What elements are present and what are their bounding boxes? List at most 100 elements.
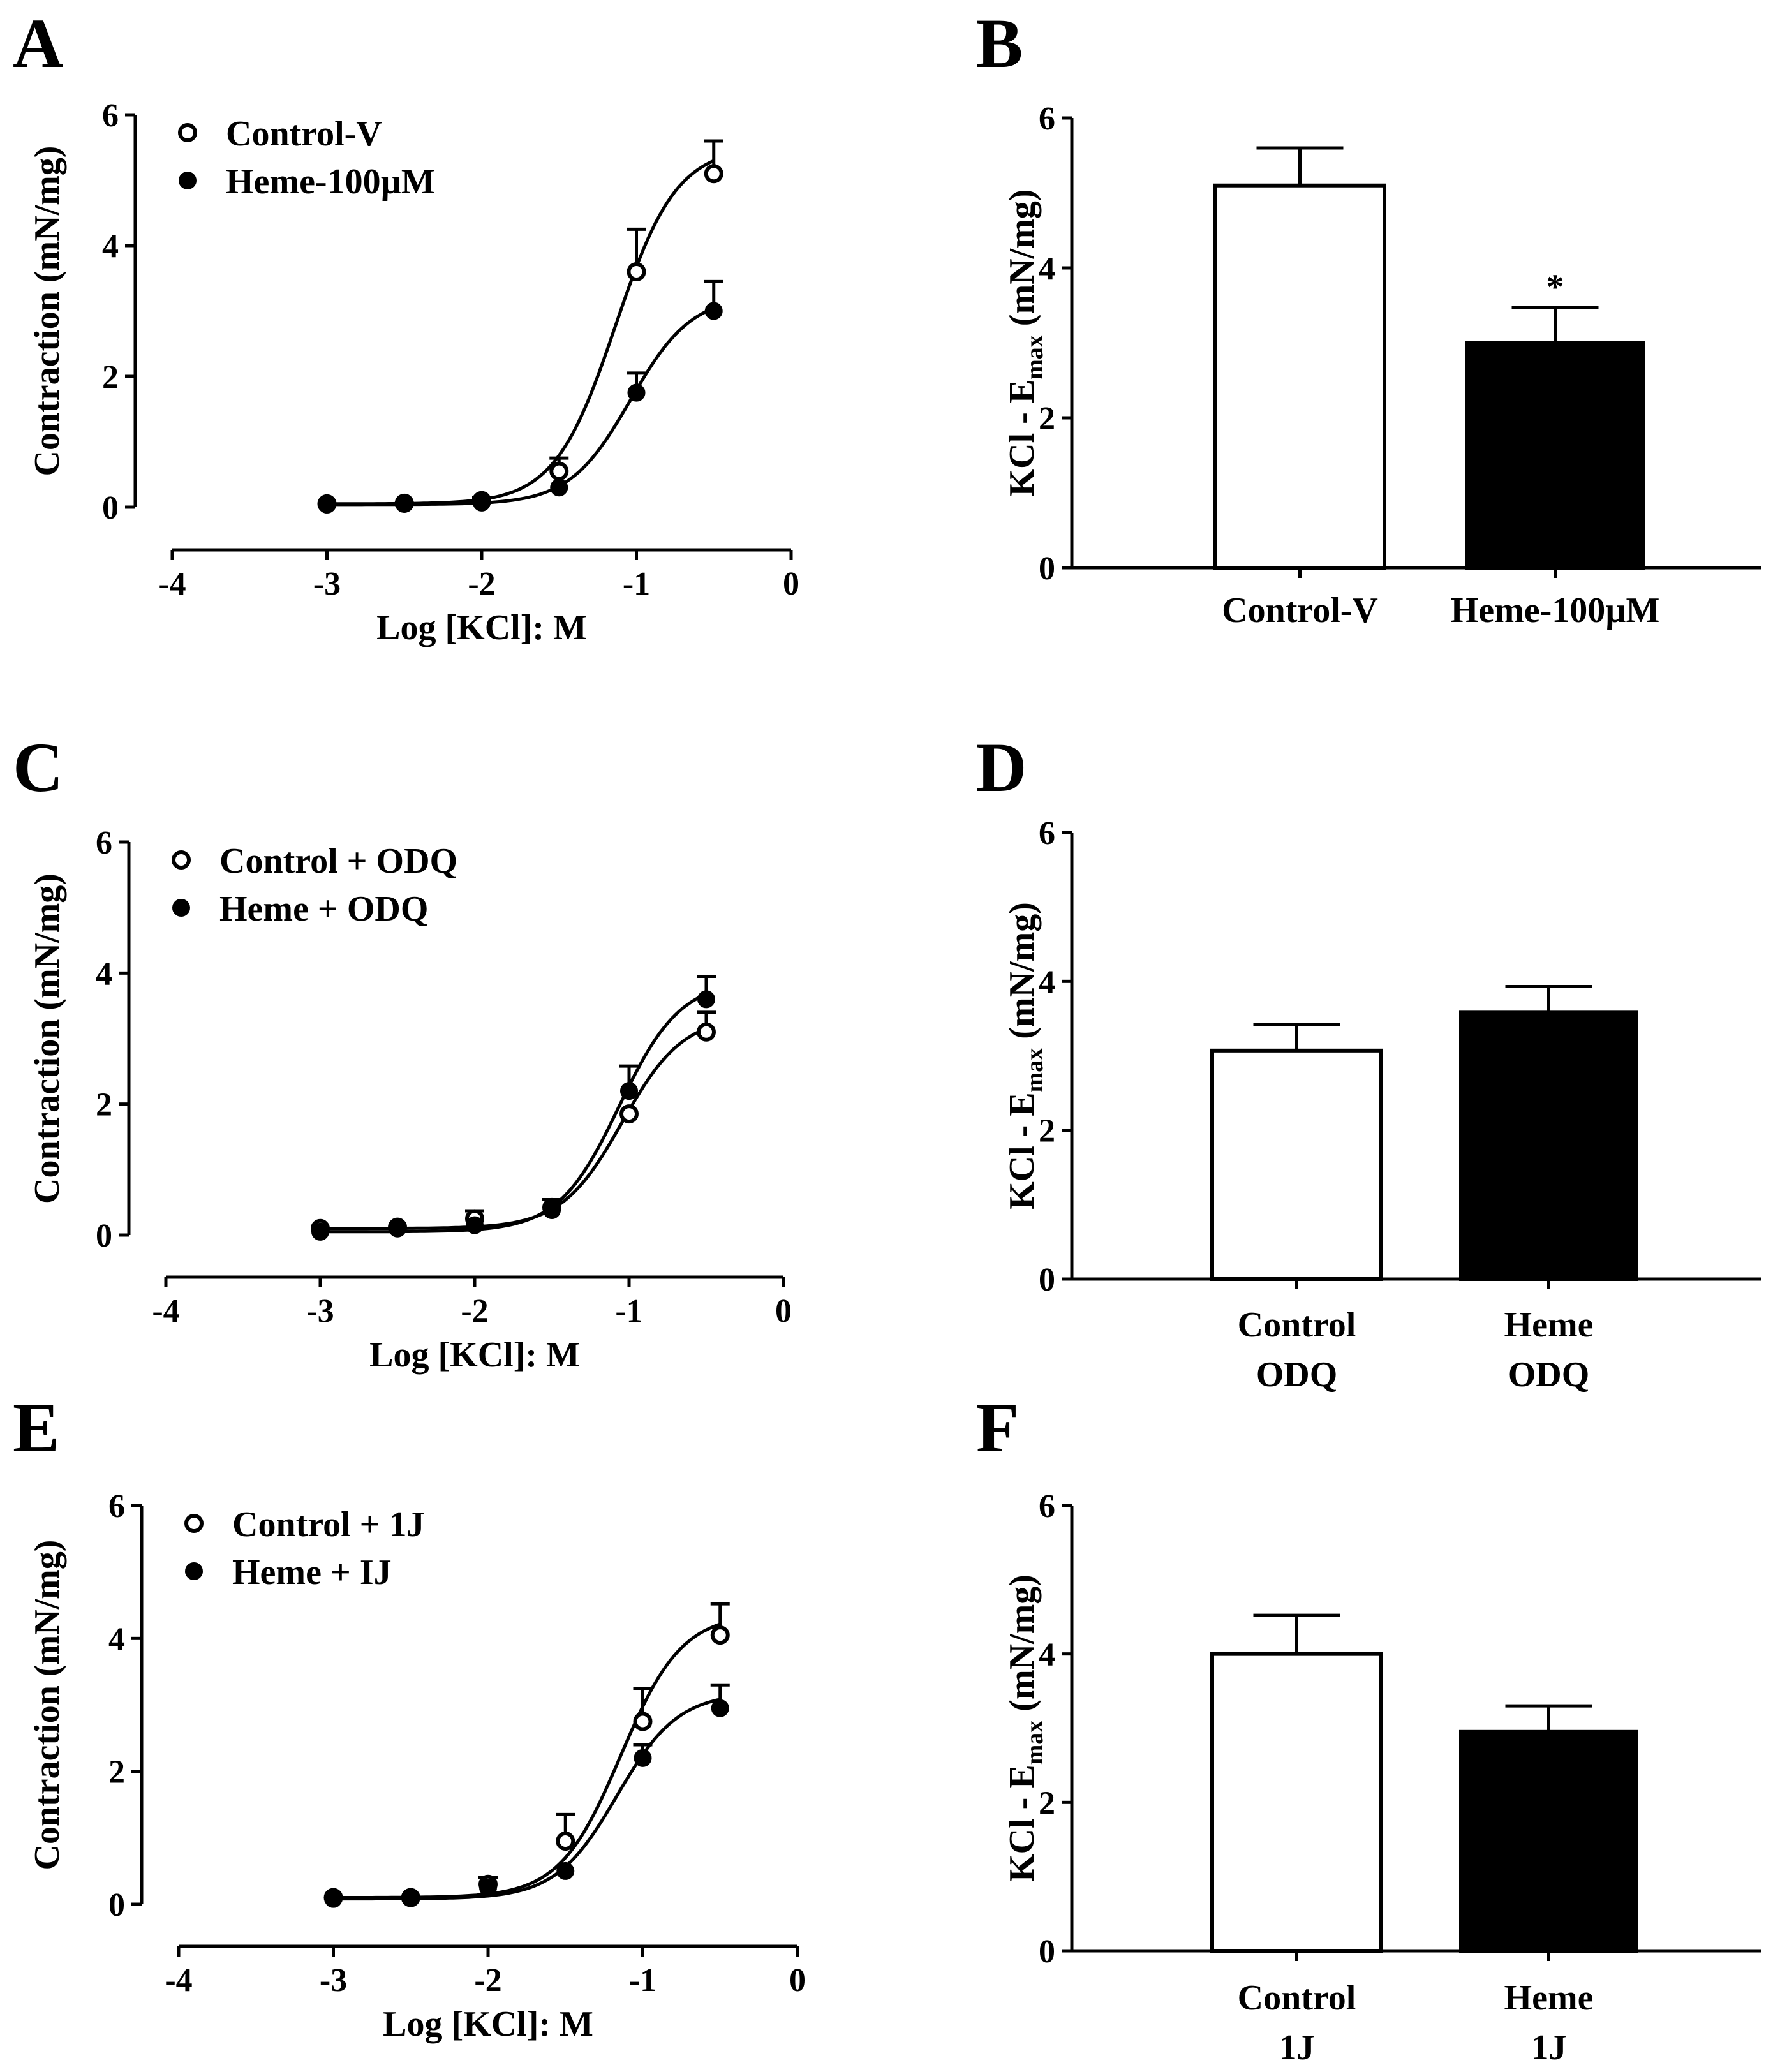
y-axis-label-c: Contraction (mN/mg) (27, 873, 67, 1204)
fit-curve-e-1 (333, 1698, 721, 1901)
category-label-f-0-0: Control (1238, 1978, 1356, 2018)
data-point-a-0-3 (549, 461, 569, 481)
y-tick-label-c-1: 2 (96, 1087, 112, 1123)
x-tick-label-c-1: -3 (306, 1293, 334, 1329)
x-tick-label-c-2: -2 (461, 1293, 488, 1329)
chart-e: 0 2 4 6 -4 -3 -2 -1 0 Log [KCl]: M Contraction (mN… (27, 1488, 806, 2044)
legend-label-c-1: Heme + ODQ (219, 889, 428, 929)
y-axis-label-d: KCl - Emax (mN/mg) (1002, 902, 1048, 1210)
x-axis-label-a: Log [KCl]: M (376, 608, 587, 648)
data-point-a-1-2 (473, 493, 491, 512)
category-label-f-1-0: Heme (1504, 1978, 1594, 2018)
legend-label-e-1: Heme + IJ (232, 1553, 392, 1592)
y-tick-label-c-2: 4 (96, 956, 112, 992)
x-tick-label-e-2: -2 (474, 1962, 501, 1999)
y-tick-label-d-2: 4 (1039, 964, 1055, 1000)
y-tick-label-d-0: 0 (1039, 1262, 1055, 1298)
data-point-e-1-3 (556, 1861, 575, 1880)
fit-curve-c-0 (320, 1026, 707, 1231)
legend-marker-a-1 (179, 172, 197, 189)
bar-b-1 (1465, 341, 1645, 570)
y-tick-label-e-3: 6 (108, 1488, 125, 1525)
category-label-d-1-1: ODQ (1508, 1355, 1590, 1395)
y-tick-label-f-3: 6 (1039, 1488, 1055, 1525)
x-tick-label-e-1: -3 (320, 1962, 347, 1999)
legend-marker-e-1 (185, 1562, 203, 1580)
legend-marker-c-0 (172, 850, 191, 870)
chart-f: 0 2 4 6 KCl - Emax (mN/mg) Control 1J Heme 1J (1002, 1488, 1761, 2068)
category-label-b-1-0: Heme-100µM (1451, 591, 1660, 630)
y-tick-label-e-2: 4 (108, 1621, 125, 1657)
fit-curve-a-0 (327, 159, 715, 506)
x-tick-label-c-4: 0 (775, 1293, 792, 1329)
panel-label-e: E (13, 1389, 59, 1467)
panel-label-d: D (976, 729, 1027, 806)
x-tick-label-a-1: -3 (313, 566, 341, 602)
data-point-a-0-5 (704, 164, 723, 184)
data-point-e-0-3 (556, 1832, 575, 1851)
data-point-a-1-0 (318, 495, 336, 514)
x-tick-label-a-4: 0 (783, 566, 799, 602)
chart-d: 0 2 4 6 KCl - Emax (mN/mg) Control ODQ Heme ODQ (1002, 815, 1761, 1395)
y-tick-label-c-0: 0 (96, 1218, 112, 1254)
y-tick-label-f-2: 4 (1039, 1637, 1055, 1673)
chart-b: 0 2 4 6 KCl - Emax (mN/mg) Control-V Heme-100µ… (1002, 101, 1761, 630)
data-point-c-1-4 (620, 1082, 638, 1100)
y-tick-label-a-2: 4 (102, 228, 119, 265)
category-label-d-0-1: ODQ (1256, 1355, 1338, 1395)
bar-d-0 (1210, 1048, 1383, 1282)
legend-label-a-1: Heme-100µM (226, 162, 435, 202)
category-label-d-1-0: Heme (1504, 1305, 1594, 1345)
data-point-c-1-1 (389, 1219, 406, 1238)
legend-label-a-0: Control-V (226, 114, 382, 154)
chart-a: 0 2 4 6 -4 -3 -2 -1 0 Log [KCl]: M Contraction (mN… (27, 98, 799, 648)
x-tick-label-e-4: 0 (789, 1962, 806, 1999)
y-tick-label-b-3: 6 (1039, 101, 1055, 137)
panel-label-f: F (976, 1389, 1019, 1467)
x-tick-label-e-3: -1 (629, 1962, 656, 1999)
y-tick-label-c-3: 6 (96, 825, 112, 861)
y-tick-label-f-1: 2 (1039, 1785, 1055, 1821)
legend-marker-a-0 (178, 123, 197, 142)
data-point-c-0-5 (697, 1022, 716, 1042)
y-tick-label-b-0: 0 (1039, 551, 1055, 587)
data-point-e-0-4 (633, 1712, 653, 1731)
bar-f-0 (1210, 1652, 1383, 1953)
legend-marker-e-0 (184, 1514, 204, 1533)
legend-label-c-0: Control + ODQ (219, 841, 457, 881)
data-point-a-1-1 (395, 494, 413, 513)
data-point-a-1-4 (627, 383, 646, 402)
x-tick-label-c-3: -1 (615, 1293, 642, 1329)
data-point-c-1-5 (697, 990, 715, 1009)
x-axis-label-e: Log [KCl]: M (383, 2004, 593, 2044)
x-tick-label-a-0: -4 (158, 566, 186, 602)
data-point-e-1-1 (401, 1888, 420, 1907)
y-tick-label-b-2: 4 (1039, 251, 1055, 287)
category-label-f-0-1: 1J (1279, 2028, 1315, 2068)
y-tick-label-a-0: 0 (102, 490, 119, 526)
category-label-d-0-0: Control (1238, 1305, 1356, 1345)
data-point-e-1-5 (711, 1699, 729, 1717)
fit-curve-c-1 (320, 993, 708, 1234)
y-tick-label-e-0: 0 (108, 1887, 125, 1923)
data-point-a-1-5 (704, 302, 723, 320)
bar-d-1 (1459, 1010, 1638, 1282)
y-tick-label-e-1: 2 (108, 1754, 125, 1791)
x-tick-label-c-0: -4 (152, 1293, 179, 1329)
y-tick-label-b-1: 2 (1039, 401, 1055, 437)
data-point-a-0-4 (627, 262, 646, 281)
y-tick-label-d-3: 6 (1039, 815, 1055, 852)
legend-label-e-0: Control + 1J (232, 1505, 425, 1544)
significance-marker-b-1: * (1546, 267, 1564, 307)
x-axis-label-c: Log [KCl]: M (369, 1335, 580, 1375)
data-point-e-1-0 (324, 1890, 343, 1908)
x-tick-label-e-0: -4 (165, 1962, 192, 1999)
panel-label-c: C (13, 729, 63, 806)
y-axis-label-f: KCl - Emax (mN/mg) (1002, 1574, 1048, 1882)
chart-c: 0 2 4 6 -4 -3 -2 -1 0 Log [KCl]: M Contraction (mN… (27, 825, 792, 1375)
legend-marker-c-1 (172, 899, 190, 917)
panel-label-a: A (13, 4, 63, 82)
data-point-c-1-0 (311, 1222, 329, 1241)
bar-f-1 (1459, 1729, 1638, 1953)
y-tick-label-d-1: 2 (1039, 1113, 1055, 1150)
